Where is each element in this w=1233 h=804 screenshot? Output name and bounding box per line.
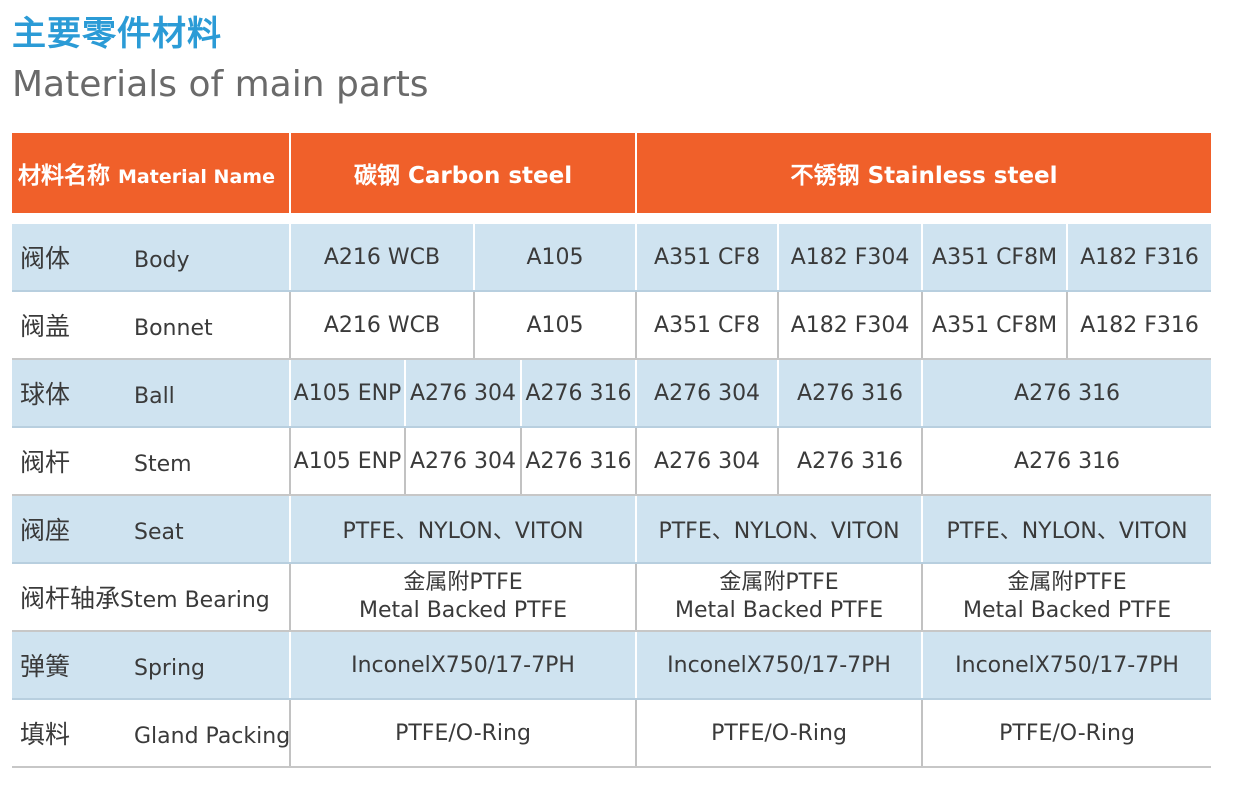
header-stainless-steel: 不锈钢 Stainless steel [635,133,1212,224]
page-title-cn: 主要零件材料 [12,14,222,54]
part-name-en: Stem Bearing [120,588,270,613]
header-carbon-cn: 碳钢 [353,163,400,189]
cell-packing-stainless-1: PTFE/O-Ring [635,699,923,768]
part-name-cn: 弹簧 [20,652,71,681]
cell-stem-carbon-1: A105 ENP [289,427,405,496]
materials-table-container: 材料名称 Material Name 碳钢 Carbon steel 不锈钢 S… [12,133,1212,768]
cell-packing-stainless-2: PTFE/O-Ring [921,699,1212,768]
cell-ball-stainless-1: A276 304 [635,359,779,428]
cell-stem-carbon-3: A276 316 [519,427,637,496]
part-name-cn: 阀杆轴承 [20,584,121,613]
cell-bearing-stainless-1: 金属附PTFE Metal Backed PTFE [635,563,923,632]
bearing-line-en: Metal Backed PTFE [962,598,1172,623]
cell-bonnet-stainless-2: A182 F304 [777,291,923,360]
bearing-line-cn: 金属附PTFE [719,570,839,595]
cell-bearing-stainless-2: 金属附PTFE Metal Backed PTFE [921,563,1212,632]
part-name-en: Ball [134,384,175,409]
cell-bonnet-stainless-1: A351 CF8 [635,291,779,360]
cell-ball-carbon-3: A276 316 [519,359,637,428]
part-name-en: Spring [134,656,205,681]
part-name-spring: 弹簧 Spring [12,631,290,700]
table-row-ball: 球体 Ball A105 ENP A276 304 A276 316 A276 3… [12,359,1212,428]
cell-stem-stainless-1: A276 304 [635,427,779,496]
table-header-row: 材料名称 Material Name 碳钢 Carbon steel 不锈钢 S… [12,133,1212,224]
part-name-cn: 阀座 [20,516,71,545]
header-material-name-cn: 材料名称 [18,163,110,189]
bearing-line-en: Metal Backed PTFE [674,598,884,623]
cell-seat-stainless-1: PTFE、NYLON、VITON [635,495,923,564]
cell-seat-carbon: PTFE、NYLON、VITON [288,495,637,564]
cell-spring-stainless-2: InconelX750/17-7PH [921,631,1212,700]
cell-spring-carbon: InconelX750/17-7PH [288,631,637,700]
cell-ball-stainless-2: A276 316 [777,359,923,428]
cell-packing-carbon: PTFE/O-Ring [288,699,637,768]
table-row-stem-bearing: 阀杆轴承Stem Bearing 金属附PTFE Metal Backed PTF… [12,563,1212,632]
part-name-en: Body [134,248,190,273]
header-carbon-en: Carbon steel [407,163,573,189]
part-name-cn: 球体 [20,380,71,409]
part-name-cn: 阀杆 [20,448,71,477]
cell-body-stainless-2: A182 F304 [777,218,923,292]
table-row-gland-packing: 填料 Gland Packing PTFE/O-Ring PTFE/O-Ring … [12,699,1212,768]
cell-bonnet-carbon-1: A216 WCB [289,291,474,360]
header-stainless-en: Stainless steel [867,163,1058,189]
cell-bonnet-stainless-3: A351 CF8M [921,291,1068,360]
part-name-body: 阀体 Body [12,218,290,292]
materials-table: 材料名称 Material Name 碳钢 Carbon steel 不锈钢 S… [12,133,1212,768]
part-name-stem: 阀杆 Stem [12,427,290,496]
cell-seat-stainless-2: PTFE、NYLON、VITON [921,495,1212,564]
cell-body-stainless-4: A182 F316 [1066,218,1212,292]
cell-stem-stainless-2: A276 316 [777,427,923,496]
bearing-line-cn: 金属附PTFE [403,570,523,595]
cell-bearing-carbon: 金属附PTFE Metal Backed PTFE [288,563,637,632]
cell-bonnet-stainless-4: A182 F316 [1066,291,1212,360]
header-stainless-cn: 不锈钢 [790,163,860,189]
part-name-ball: 球体 Ball [12,359,290,428]
cell-body-carbon-2: A105 [472,218,637,292]
part-name-seat: 阀座 Seat [12,495,290,564]
cell-ball-stainless-3: A276 316 [921,359,1212,428]
cell-ball-carbon-1: A105 ENP [289,359,405,428]
page-title-en: Materials of main parts [12,64,429,105]
part-name-cn: 阀体 [20,244,71,273]
header-material-name: 材料名称 Material Name [12,133,290,224]
part-name-stem-bearing: 阀杆轴承Stem Bearing [12,563,290,632]
table-row-body: 阀体 Body A216 WCB A105 A351 CF8 A182 F304 … [12,218,1212,292]
part-name-en: Gland Packing [134,724,290,749]
bearing-line-cn: 金属附PTFE [1007,570,1127,595]
cell-spring-stainless-1: InconelX750/17-7PH [635,631,923,700]
bearing-line-en: Metal Backed PTFE [358,598,568,623]
cell-stem-carbon-2: A276 304 [404,427,521,496]
table-row-bonnet: 阀盖 Bonnet A216 WCB A105 A351 CF8 A182 F30… [12,291,1212,360]
part-name-cn: 阀盖 [20,312,71,341]
header-carbon-steel: 碳钢 Carbon steel [288,133,637,224]
part-name-bonnet: 阀盖 Bonnet [12,291,290,360]
part-name-en: Bonnet [134,316,213,341]
cell-body-carbon-1: A216 WCB [289,218,474,292]
table-row-stem: 阀杆 Stem A105 ENP A276 304 A276 316 A276 3… [12,427,1212,496]
part-name-en: Seat [134,520,184,545]
part-name-cn: 填料 [20,720,71,749]
cell-bonnet-carbon-2: A105 [472,291,637,360]
table-row-spring: 弹簧 Spring InconelX750/17-7PH InconelX750/… [12,631,1212,700]
header-material-name-en: Material Name [118,166,275,188]
cell-body-stainless-1: A351 CF8 [635,218,779,292]
part-name-en: Stem [134,452,192,477]
table-row-seat: 阀座 Seat PTFE、NYLON、VITON PTFE、NYLON、VITON… [12,495,1212,564]
cell-stem-stainless-3: A276 316 [921,427,1212,496]
part-name-gland-packing: 填料 Gland Packing [12,699,290,768]
cell-ball-carbon-2: A276 304 [404,359,521,428]
cell-body-stainless-3: A351 CF8M [921,218,1068,292]
